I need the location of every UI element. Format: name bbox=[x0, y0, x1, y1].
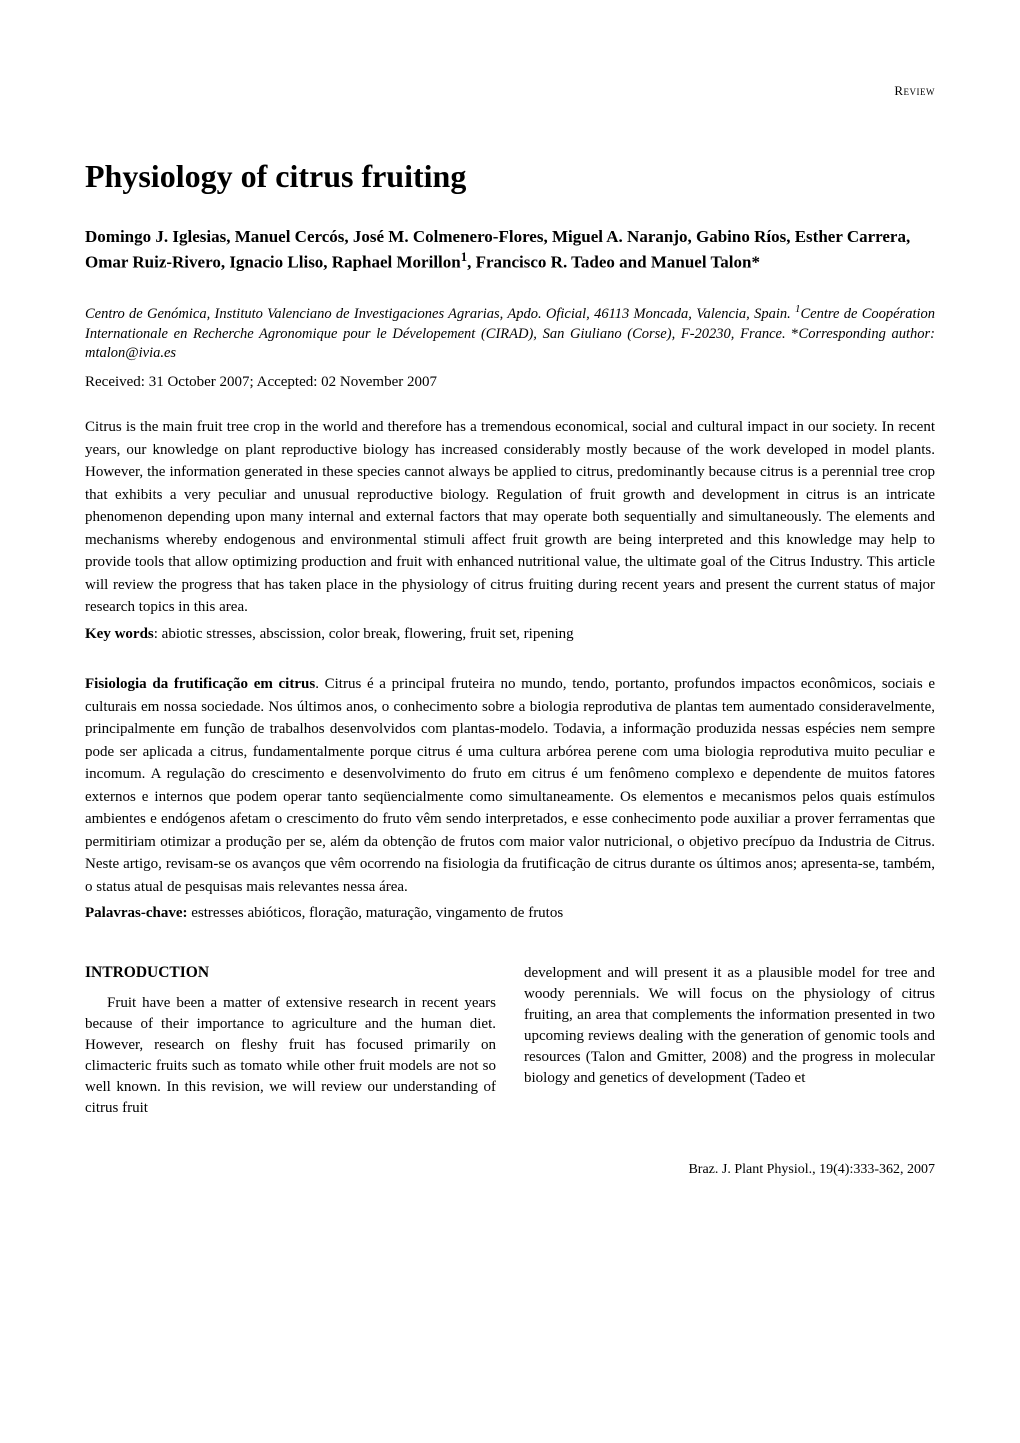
keywords-label: Key words bbox=[85, 626, 154, 642]
review-label: Review bbox=[85, 82, 935, 100]
column-right: development and will present it as a pla… bbox=[524, 963, 935, 1120]
received-accepted: Received: 31 October 2007; Accepted: 02 … bbox=[85, 372, 935, 392]
abstract-english: Citrus is the main fruit tree crop in th… bbox=[85, 416, 935, 619]
abstract-pt-title: Fisiologia da frutificação em citrus bbox=[85, 676, 315, 692]
palavras-text: estresses abióticos, floração, maturação… bbox=[187, 905, 563, 921]
palavras-label: Palavras-chave: bbox=[85, 905, 187, 921]
affiliation: Centro de Genómica, Instituto Valenciano… bbox=[85, 302, 935, 364]
body-columns: INTRODUCTION Fruit have been a matter of… bbox=[85, 963, 935, 1120]
abstract-pt-text: . Citrus é a principal fruteira no mundo… bbox=[85, 676, 935, 895]
page-footer: Braz. J. Plant Physiol., 19(4):333-362, … bbox=[85, 1161, 935, 1180]
keywords-text: : abiotic stresses, abscission, color br… bbox=[154, 626, 574, 642]
section-heading-introduction: INTRODUCTION bbox=[85, 963, 496, 984]
body-paragraph-left: Fruit have been a matter of extensive re… bbox=[85, 993, 496, 1119]
authors: Domingo J. Iglesias, Manuel Cercós, José… bbox=[85, 226, 935, 275]
body-paragraph-right: development and will present it as a pla… bbox=[524, 963, 935, 1089]
keywords: Key words: abiotic stresses, abscission,… bbox=[85, 623, 935, 646]
palavras-chave: Palavras-chave: estresses abióticos, flo… bbox=[85, 902, 935, 925]
abstract-portuguese: Fisiologia da frutificação em citrus. Ci… bbox=[85, 673, 935, 898]
column-left: INTRODUCTION Fruit have been a matter of… bbox=[85, 963, 496, 1120]
article-title: Physiology of citrus fruiting bbox=[85, 155, 935, 198]
